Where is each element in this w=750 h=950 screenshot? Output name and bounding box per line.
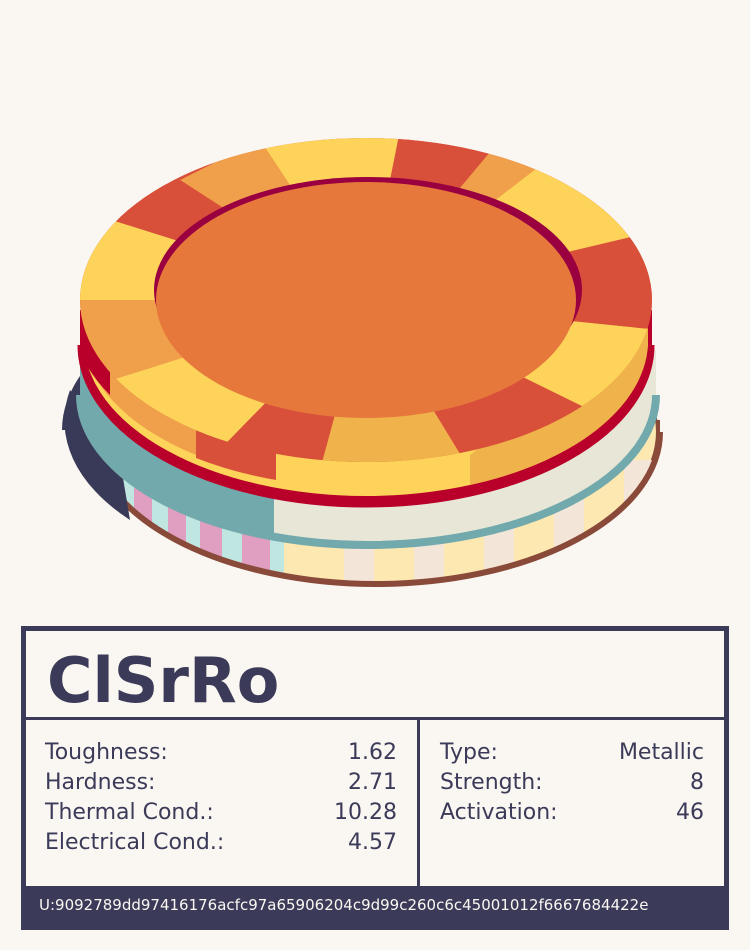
property-row-activation: Activation: 46 (420, 798, 724, 828)
property-row-type: Type: Metallic (420, 738, 724, 768)
property-value: 1.62 (348, 740, 397, 765)
property-label: Activation: (440, 800, 558, 825)
property-value: 46 (676, 800, 704, 825)
property-label: Strength: (440, 770, 543, 795)
properties-right-column: Type: Metallic Strength: 8 Activation: 4… (420, 720, 724, 886)
property-value: 4.57 (348, 830, 397, 855)
property-row-thermal-cond: Thermal Cond.: 10.28 (26, 798, 417, 828)
property-value: 8 (690, 770, 704, 795)
property-label: Electrical Cond.: (45, 830, 225, 855)
material-name: ClSrRo (47, 644, 280, 717)
bottom-disc-mask (0, 430, 750, 610)
material-uid: U:9092789dd97416176acfc97a65906204c9d99c… (39, 896, 649, 914)
property-value: 2.71 (348, 770, 397, 795)
material-info-card: ClSrRo Toughness: 1.62 Hardness: 2.71 Th… (21, 626, 729, 930)
property-row-toughness: Toughness: 1.62 (26, 738, 417, 768)
properties-left-column: Toughness: 1.62 Hardness: 2.71 Thermal C… (26, 720, 420, 886)
property-value: Metallic (618, 740, 704, 765)
uid-footer: U:9092789dd97416176acfc97a65906204c9d99c… (26, 886, 724, 925)
top-disc-face (80, 138, 652, 462)
property-value: 10.28 (334, 800, 397, 825)
property-row-strength: Strength: 8 (420, 768, 724, 798)
property-row-electrical-cond: Electrical Cond.: 4.57 (26, 828, 417, 858)
property-label: Hardness: (45, 770, 156, 795)
card-title-section: ClSrRo (26, 631, 724, 720)
property-label: Type: (440, 740, 498, 765)
property-label: Thermal Cond.: (45, 800, 214, 825)
property-label: Toughness: (45, 740, 168, 765)
property-row-hardness: Hardness: 2.71 (26, 768, 417, 798)
disc-stack-illustration (0, 138, 750, 610)
